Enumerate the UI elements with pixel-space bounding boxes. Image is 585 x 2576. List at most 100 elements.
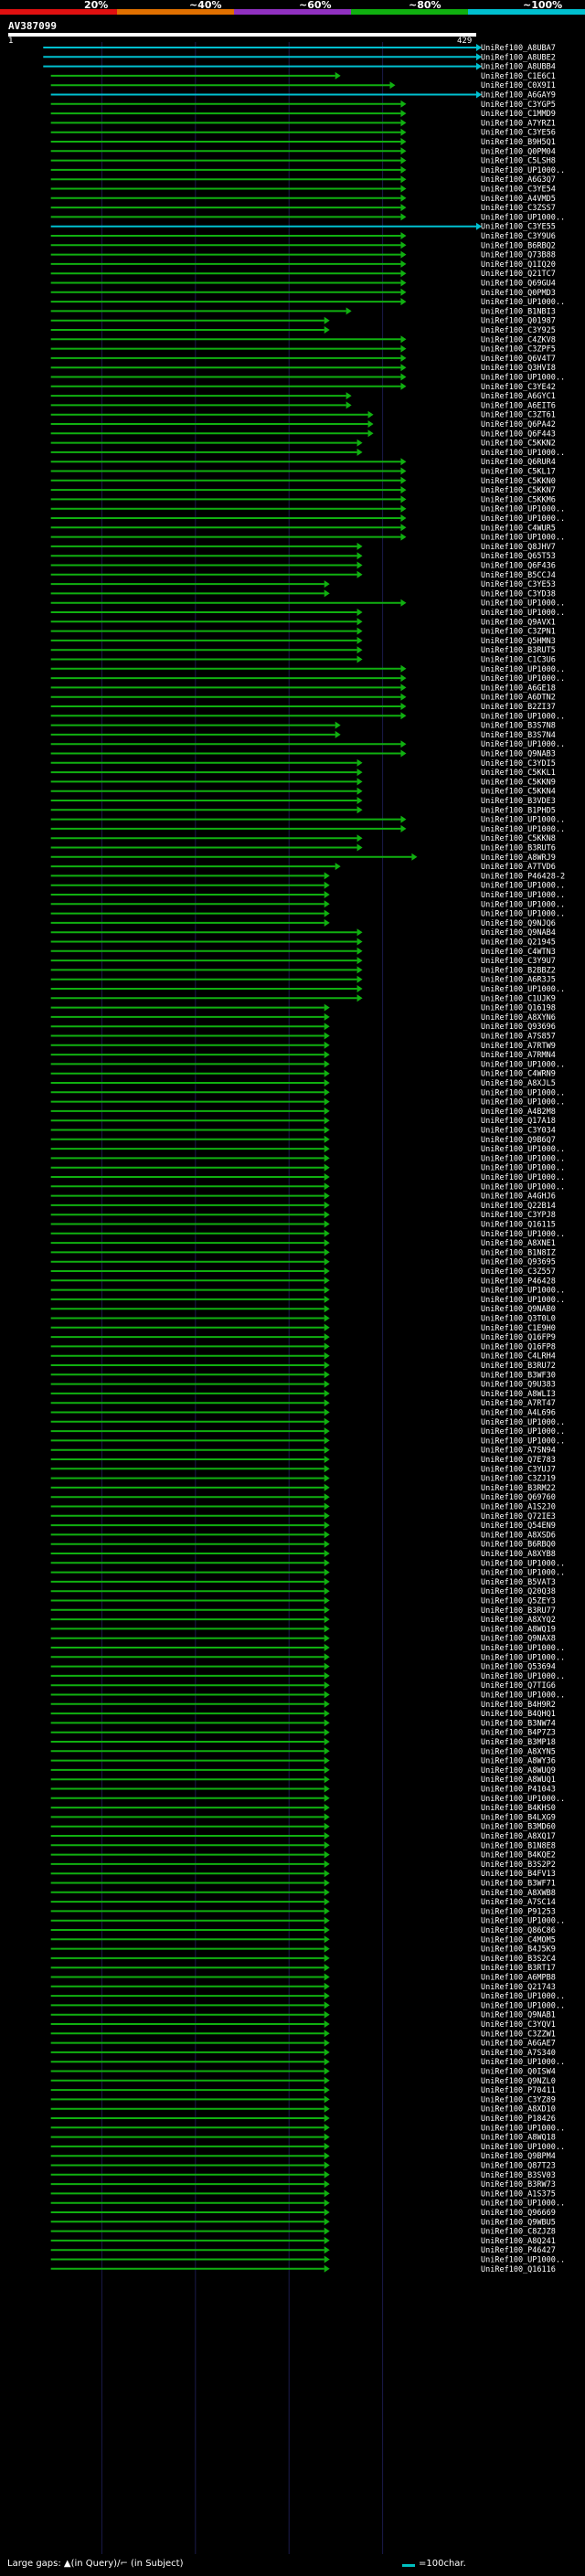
- alignment-arrowhead: [324, 1201, 330, 1209]
- hit-label: UniRef100_B5VAT3: [481, 1578, 556, 1587]
- alignment-arrowhead: [324, 1417, 330, 1426]
- alignment-arrowhead: [324, 2264, 330, 2273]
- hit-label: UniRef100_B1PHD5: [481, 806, 556, 815]
- hit-label: UniRef100_UP1000..: [481, 1088, 565, 1097]
- hit-label: UniRef100_Q73B88: [481, 251, 556, 260]
- alignment-arrowhead: [324, 1634, 330, 1642]
- hit-label: UniRef100_Q87T23: [481, 2162, 556, 2171]
- hit-label: UniRef100_UP1000..: [481, 1296, 565, 1305]
- alignment-arrowhead: [324, 1521, 330, 1530]
- hit-label: UniRef100_A8XWB8: [481, 1889, 556, 1898]
- hit-label: UniRef100_Q9NAB4: [481, 928, 556, 938]
- hit-label: UniRef100_UP1000..: [481, 505, 565, 514]
- hit-label: UniRef100_A1S375: [481, 2189, 556, 2199]
- hit-label: UniRef100_A8XYB8: [481, 1550, 556, 1559]
- hit-label: UniRef100_UP1000..: [481, 1795, 565, 1804]
- hit-label: UniRef100_Q21TC7: [481, 270, 556, 279]
- alignment-arrowhead: [400, 260, 407, 268]
- hit-label: UniRef100_B3RU77: [481, 1606, 556, 1616]
- alignment-arrowhead: [324, 1154, 330, 1162]
- hit-label: UniRef100_B3S2C4: [481, 1955, 556, 1964]
- hit-label: UniRef100_Q6F436: [481, 562, 556, 571]
- alignment-arrowhead: [324, 1992, 330, 2000]
- hit-label: UniRef100_Q9NAB1: [481, 2011, 556, 2020]
- alignment-arrowhead: [324, 326, 330, 334]
- alignment-arrowhead: [400, 147, 407, 155]
- hit-label: UniRef100_Q1IQ20: [481, 260, 556, 270]
- hit-label: UniRef100_UP1000..: [481, 985, 565, 994]
- alignment-arrowhead: [324, 1822, 330, 1830]
- hit-label: UniRef100_A4L696: [481, 1409, 556, 1418]
- hit-label: UniRef100_P46428: [481, 1277, 556, 1286]
- alignment-arrowhead: [400, 495, 407, 504]
- query-bar: [8, 33, 476, 37]
- hit-label: UniRef100_A6GYC1: [481, 392, 556, 401]
- hit-label: UniRef100_B4KHS0: [481, 1804, 556, 1813]
- alignment-arrowhead: [324, 1644, 330, 1651]
- alignment-arrowhead: [400, 382, 407, 390]
- hit-label: UniRef100_UP1000..: [481, 740, 565, 749]
- hit-label: UniRef100_Q8JHV7: [481, 543, 556, 552]
- hit-label: UniRef100_C3YD38: [481, 589, 556, 599]
- hit-label: UniRef100_UP1000..: [481, 1992, 565, 2001]
- alignment-arrowhead: [400, 298, 407, 306]
- hit-label: UniRef100_Q7TIG6: [481, 1681, 556, 1691]
- hit-label: UniRef100_UP1000..: [481, 2124, 565, 2133]
- hit-label: UniRef100_A8XQ17: [481, 1832, 556, 1841]
- hit-label: UniRef100_B3MD60: [481, 1823, 556, 1832]
- alignment-arrowhead: [400, 486, 407, 494]
- hit-label: UniRef100_Q65T53: [481, 552, 556, 561]
- alignment-arrowhead: [324, 1456, 330, 1463]
- alignment-arrowhead: [324, 918, 330, 927]
- alignment-arrowhead: [400, 674, 407, 683]
- alignment-arrowhead: [324, 1888, 330, 1896]
- alignment-arrowhead: [324, 1879, 330, 1887]
- alignment-arrowhead: [346, 392, 352, 400]
- alignment-arrowhead: [356, 618, 363, 626]
- hit-label: UniRef100_Q6PA42: [481, 420, 556, 429]
- hit-label: UniRef100_A8Q241: [481, 2237, 556, 2246]
- alignment-arrowhead: [356, 609, 363, 616]
- hit-label: UniRef100_B3SV03: [481, 2171, 556, 2180]
- alignment-arrowhead: [324, 1870, 330, 1878]
- alignment-arrowhead: [324, 1305, 330, 1313]
- hit-label: UniRef100_C3Y925: [481, 326, 556, 335]
- alignment-arrowhead: [324, 1559, 330, 1567]
- alignment-arrowhead: [324, 1606, 330, 1614]
- hit-label: UniRef100_C5KKM6: [481, 495, 556, 504]
- hit-label: UniRef100_Q9U383: [481, 1381, 556, 1390]
- alignment-arrowhead: [324, 1700, 330, 1708]
- alignment-arrowhead: [324, 2209, 330, 2216]
- alignment-arrowhead: [400, 185, 407, 193]
- hit-label: UniRef100_UP1000..: [481, 1436, 565, 1446]
- hit-label: UniRef100_B4P7Z3: [481, 1729, 556, 1738]
- hit-label: UniRef100_B3WF30: [481, 1371, 556, 1380]
- hit-label: UniRef100_C5KKL1: [481, 769, 556, 778]
- hit-label: UniRef100_B9H5Q1: [481, 138, 556, 147]
- alignment-arrowhead: [400, 270, 407, 278]
- alignment-arrowhead: [400, 288, 407, 296]
- hit-label: UniRef100_B2ZI37: [481, 703, 556, 712]
- hit-label: UniRef100_C3YQV1: [481, 2020, 556, 2030]
- alignment-arrowhead: [346, 401, 352, 409]
- hit-label: UniRef100_Q3T0L0: [481, 1315, 556, 1324]
- alignment-arrowhead: [324, 2133, 330, 2141]
- alignment-arrowhead: [324, 2048, 330, 2056]
- alignment-arrowhead: [324, 1794, 330, 1802]
- hit-label: UniRef100_A7RTW9: [481, 1042, 556, 1051]
- hit-label: UniRef100_A8XD10: [481, 2105, 556, 2115]
- alignment-arrowhead: [400, 175, 407, 184]
- hit-label: UniRef100_Q3HVI8: [481, 364, 556, 373]
- alignment-arrowhead: [400, 138, 407, 145]
- hit-label: UniRef100_C1E6C1: [481, 72, 556, 81]
- alignment-arrowhead: [324, 1474, 330, 1482]
- hit-label: UniRef100_UP1000..: [481, 674, 565, 684]
- alignment-arrowhead: [346, 307, 352, 315]
- hit-label: UniRef100_C5KKN0: [481, 477, 556, 486]
- alignment-arrowhead: [324, 1173, 330, 1181]
- alignment-arrowhead: [324, 2180, 330, 2189]
- identity-label: ~40%: [189, 0, 222, 11]
- hit-label: UniRef100_Q16FP8: [481, 1342, 556, 1352]
- hit-label: UniRef100_UP1000..: [481, 609, 565, 618]
- hit-label: UniRef100_Q01987: [481, 317, 556, 326]
